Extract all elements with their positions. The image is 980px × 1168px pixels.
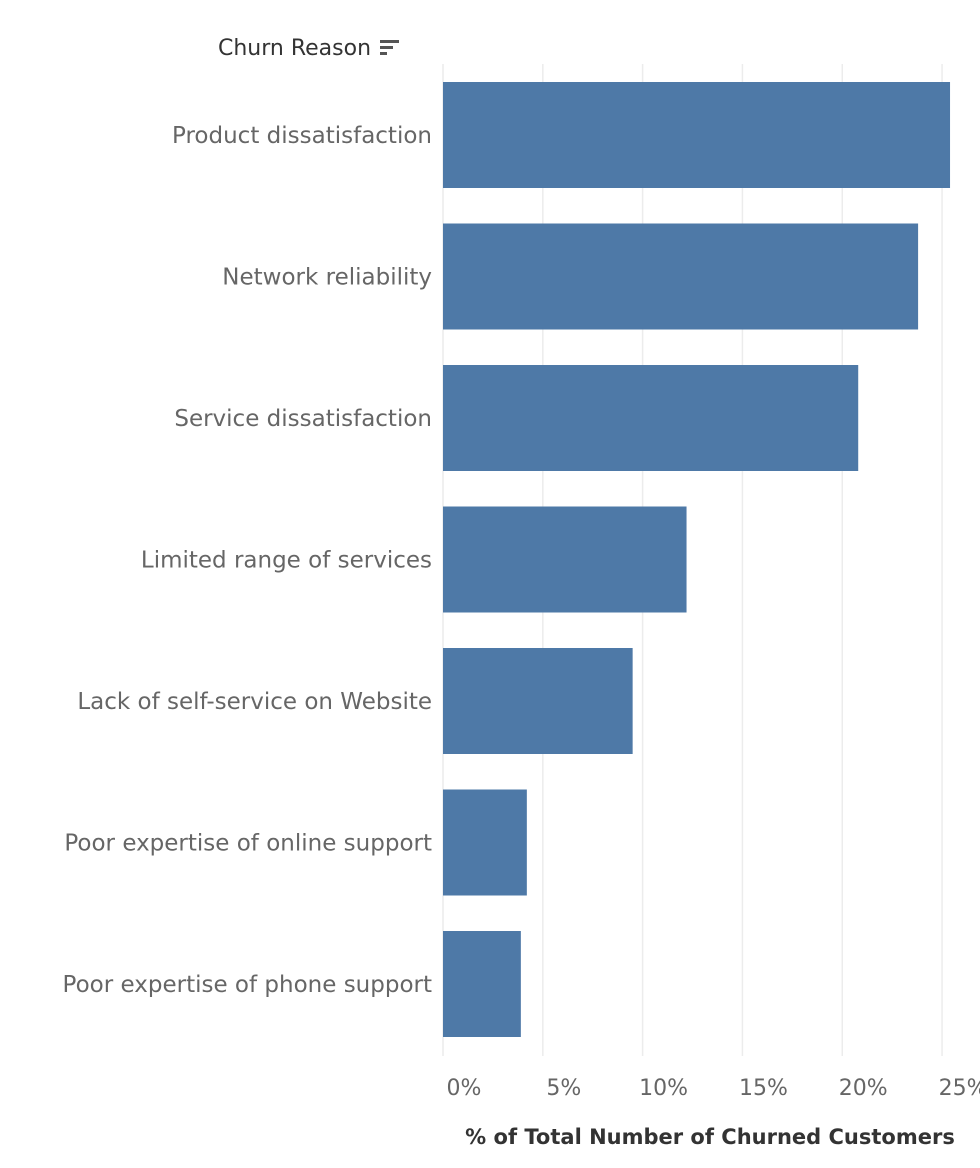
bar[interactable] xyxy=(443,648,633,754)
category-label: Poor expertise of phone support xyxy=(63,972,432,998)
x-tick-label: 0% xyxy=(447,1076,482,1101)
bar[interactable] xyxy=(443,506,687,613)
x-tick-label: 5% xyxy=(546,1076,581,1101)
x-axis-title: % of Total Number of Churned Customers xyxy=(465,1125,955,1149)
bar[interactable] xyxy=(443,365,859,471)
x-tick-label: 25% xyxy=(939,1076,980,1101)
category-label: Product dissatisfaction xyxy=(172,123,432,149)
churn-reason-title: Churn Reason xyxy=(218,35,372,61)
bar[interactable] xyxy=(443,931,521,1037)
bar[interactable] xyxy=(443,789,527,896)
churn-reason-header[interactable]: Churn Reason xyxy=(218,32,401,64)
category-label: Lack of self-service on Website xyxy=(77,689,432,715)
x-axis-ticks: 0% 5% 10% 15% 20% 25% xyxy=(447,1076,980,1101)
category-label: Service dissatisfaction xyxy=(174,406,432,432)
bars xyxy=(443,82,951,1037)
bar[interactable] xyxy=(443,82,951,188)
category-labels: Product dissatisfaction Network reliabili… xyxy=(63,123,432,998)
x-tick-label: 15% xyxy=(739,1076,788,1101)
bar[interactable] xyxy=(443,223,919,330)
category-label: Network reliability xyxy=(222,265,432,291)
x-tick-label: 10% xyxy=(639,1076,688,1101)
category-label: Poor expertise of online support xyxy=(64,831,432,857)
category-label: Limited range of services xyxy=(141,548,432,574)
sort-descending-icon[interactable] xyxy=(379,37,401,59)
x-tick-label: 20% xyxy=(839,1076,888,1101)
